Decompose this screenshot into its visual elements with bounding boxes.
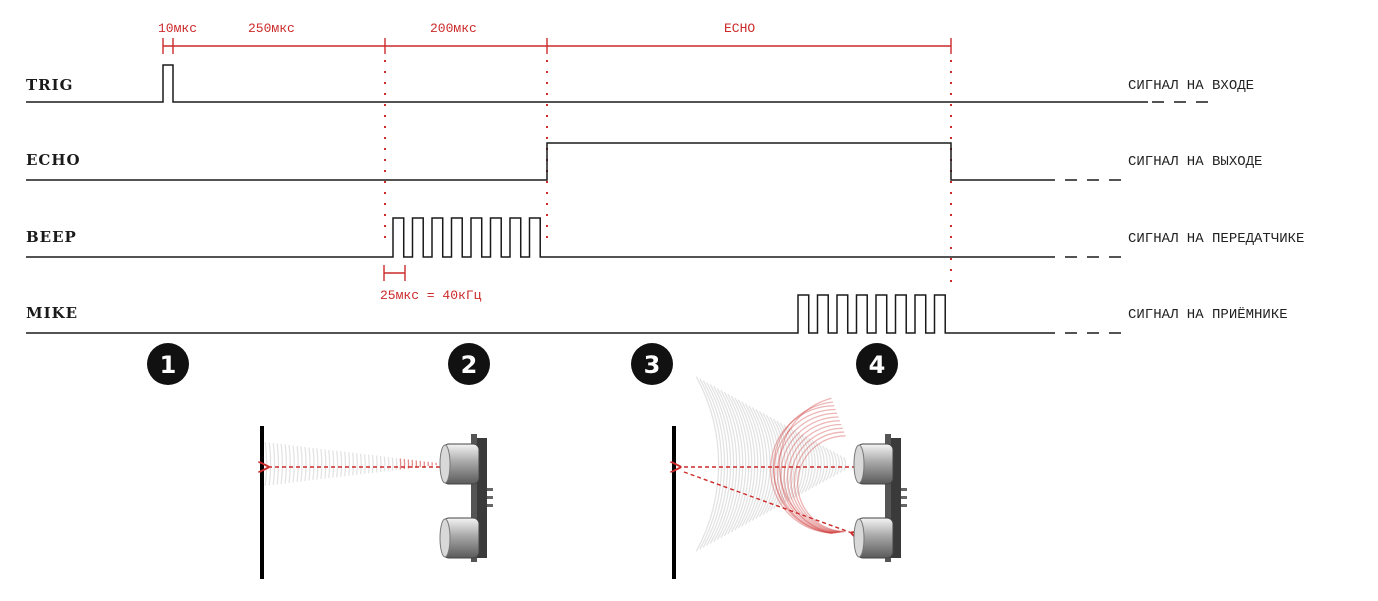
svg-text:4: 4 [869,351,886,379]
signal-name-echo: ECHO [26,151,81,169]
svg-text:1: 1 [160,351,177,379]
ultrasonic-sensor-receiving-icon [853,434,907,562]
timing-delay-label: 250мкс [248,21,295,36]
waveform-trig [26,64,1148,103]
signal-desc-mike: СИГНАЛ НА ПРИЁМНИКЕ [1128,305,1288,323]
timing-dimension-lines [162,38,952,281]
step-badge-3: 3 [631,343,673,385]
step-badge-1: 1 [147,343,189,385]
waveform-beep [26,217,1055,258]
reflecting-wall-2 [672,426,676,579]
waveform-echo [26,142,1055,181]
signal-desc-echo: СИГНАЛ НА ВЫХОДЕ [1128,154,1262,170]
svg-text:3: 3 [644,351,661,379]
signal-name-trig: TRIG [26,76,73,94]
ultrasonic-sensor-emitting-icon [439,434,493,562]
timing-trig-pulse-label: 10мкс [158,21,197,36]
reflected-ray [683,471,852,533]
vertical-guides [384,60,952,285]
reflecting-wall [260,426,264,579]
signal-desc-beep: СИГНАЛ НА ПЕРЕДАТЧИКЕ [1128,231,1304,247]
step-badge-4: 4 [856,343,898,385]
signal-desc-trig: СИГНАЛ НА ВХОДЕ [1128,78,1254,94]
signal-name-beep: BEEP [26,228,77,246]
signal-name-mike: MIKE [26,304,78,322]
illustration-receiving [672,376,907,579]
step-badge-2: 2 [448,343,490,385]
timing-period-label: 25мкс = 40кГц [380,288,482,303]
timing-echo-label: ECHO [724,21,755,36]
ultrasonic-wave-fan [264,442,437,486]
waveform-mike [26,294,1055,334]
timing-burst-label: 200мкс [430,21,477,36]
reflected-wave-fan [695,376,846,552]
svg-text:2: 2 [461,351,478,379]
illustration-emitting [260,426,493,579]
